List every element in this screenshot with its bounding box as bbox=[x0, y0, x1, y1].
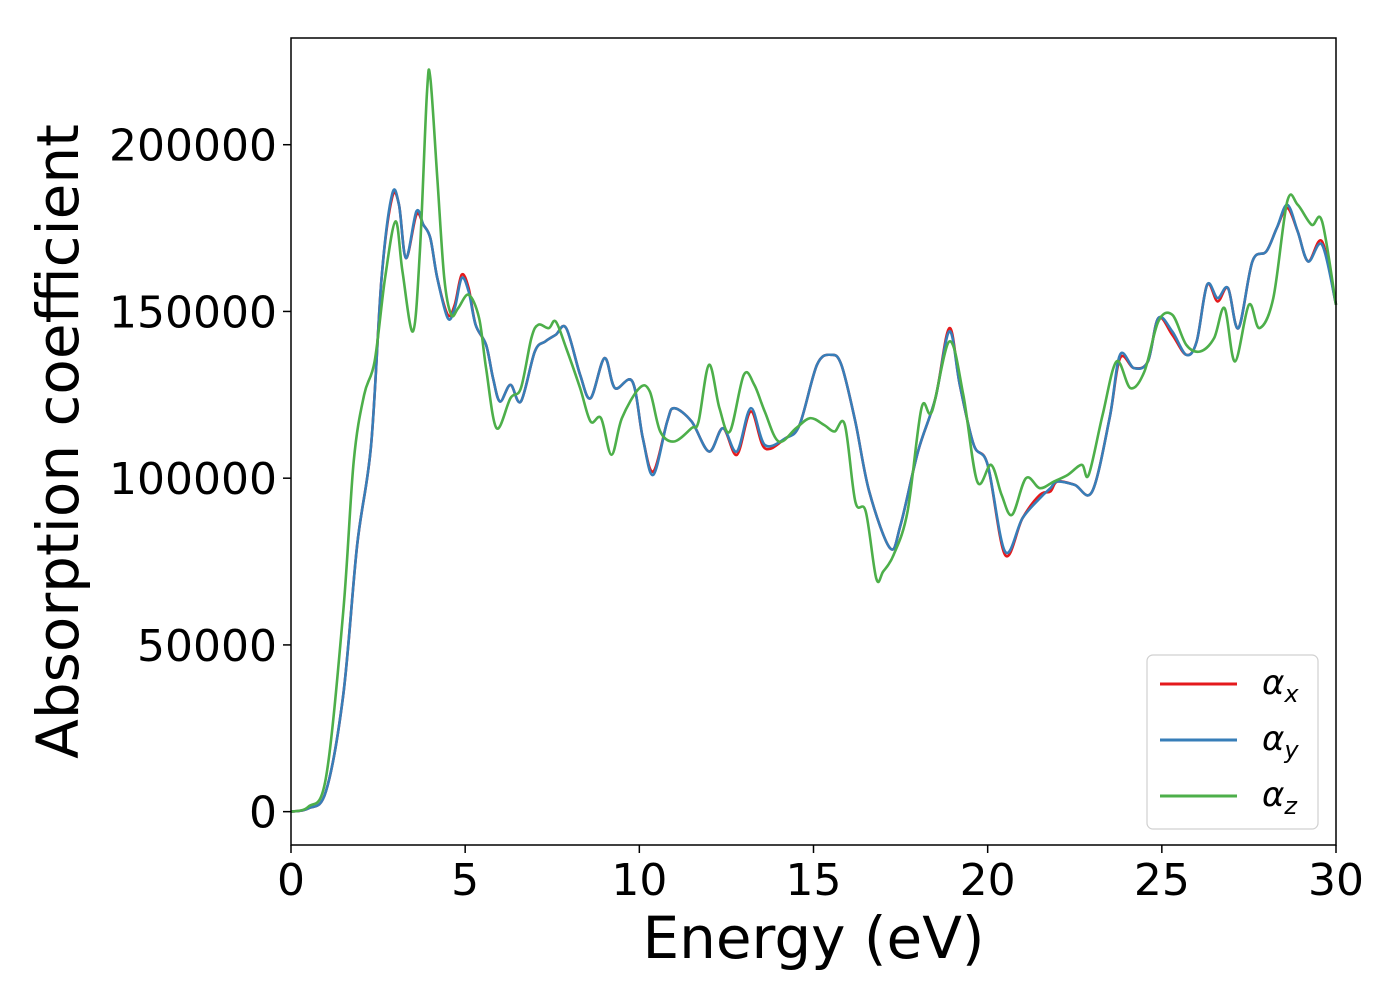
legend-label-z: αz bbox=[1262, 775, 1298, 820]
x-axis-label: Energy (eV) bbox=[642, 904, 984, 972]
x-axis-ticks: 0 5 10 15 20 25 30 bbox=[277, 845, 1364, 906]
x-tick-label: 10 bbox=[611, 855, 667, 906]
legend-box bbox=[1146, 654, 1319, 830]
y-axis-label: Absorption coefficient bbox=[24, 124, 92, 759]
series-line-z bbox=[290, 68, 1338, 813]
y-tick-label: 100000 bbox=[109, 454, 277, 505]
y-axis-ticks: 0 50000 100000 150000 200000 bbox=[109, 121, 291, 839]
legend-label-y: αy bbox=[1262, 719, 1299, 764]
y-tick-label: 0 bbox=[249, 788, 277, 839]
x-tick-label: 0 bbox=[277, 855, 305, 906]
y-tick-label: 50000 bbox=[137, 621, 277, 672]
x-tick-label: 30 bbox=[1308, 855, 1364, 906]
series-line-y bbox=[290, 188, 1338, 813]
y-tick-label: 200000 bbox=[109, 121, 277, 172]
x-tick-label: 20 bbox=[960, 855, 1016, 906]
y-tick-label: 150000 bbox=[109, 287, 277, 338]
series-lines bbox=[290, 68, 1338, 813]
x-tick-label: 5 bbox=[451, 855, 479, 906]
x-tick-label: 25 bbox=[1134, 855, 1190, 906]
x-tick-label: 15 bbox=[786, 855, 842, 906]
legend: αx αy αz bbox=[1146, 654, 1319, 830]
legend-label-x: αx bbox=[1262, 663, 1299, 708]
